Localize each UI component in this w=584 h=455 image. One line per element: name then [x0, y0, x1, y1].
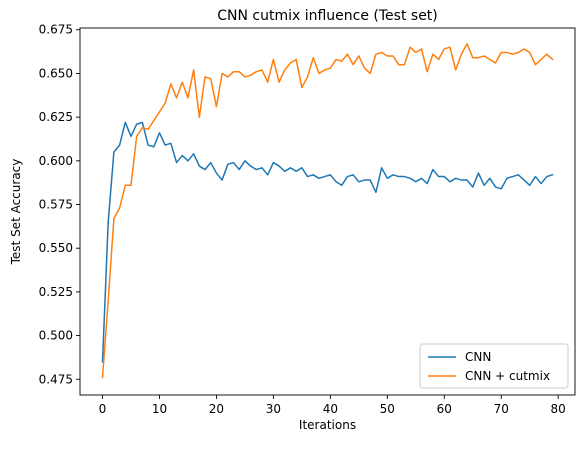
y-tick-label: 0.475 [39, 372, 73, 386]
legend: CNN CNN + cutmix [419, 343, 569, 389]
y-tick-label: 0.575 [39, 198, 73, 212]
y-tick-label: 0.675 [39, 23, 73, 37]
y-tick-label: 0.625 [39, 110, 73, 124]
y-tick-label: 0.600 [39, 154, 73, 168]
x-tick-label: 20 [209, 402, 224, 416]
x-tick-label: 0 [99, 402, 107, 416]
axes-frame [79, 27, 576, 396]
ticks: 0 10 20 30 40 50 60 70 80 0.475 0.500 0.525 0.550 0.5… [39, 23, 566, 416]
y-axis-label: Test Set Accuracy [9, 159, 23, 266]
x-tick-label: 10 [152, 402, 167, 416]
x-axis-label: Iterations [299, 418, 356, 432]
y-tick-label: 0.500 [39, 329, 73, 343]
chart-title: CNN cutmix influence (Test set) [217, 8, 438, 24]
series-line-cnn [101, 121, 554, 363]
x-tick-label: 50 [380, 402, 395, 416]
legend-label: CNN + cutmix [465, 369, 550, 383]
series-line-cnn-cutmix [101, 42, 554, 379]
x-tick-label: 60 [437, 402, 452, 416]
x-tick-label: 70 [494, 402, 509, 416]
legend-label: CNN [465, 350, 491, 364]
legend-box [419, 343, 569, 389]
x-tick-label: 80 [551, 402, 566, 416]
y-tick-label: 0.650 [39, 66, 73, 80]
y-tick-label: 0.525 [39, 285, 73, 299]
x-tick-label: 30 [266, 402, 281, 416]
y-tick-label: 0.550 [39, 241, 73, 255]
plot-area [101, 42, 554, 379]
x-tick-label: 40 [323, 402, 338, 416]
